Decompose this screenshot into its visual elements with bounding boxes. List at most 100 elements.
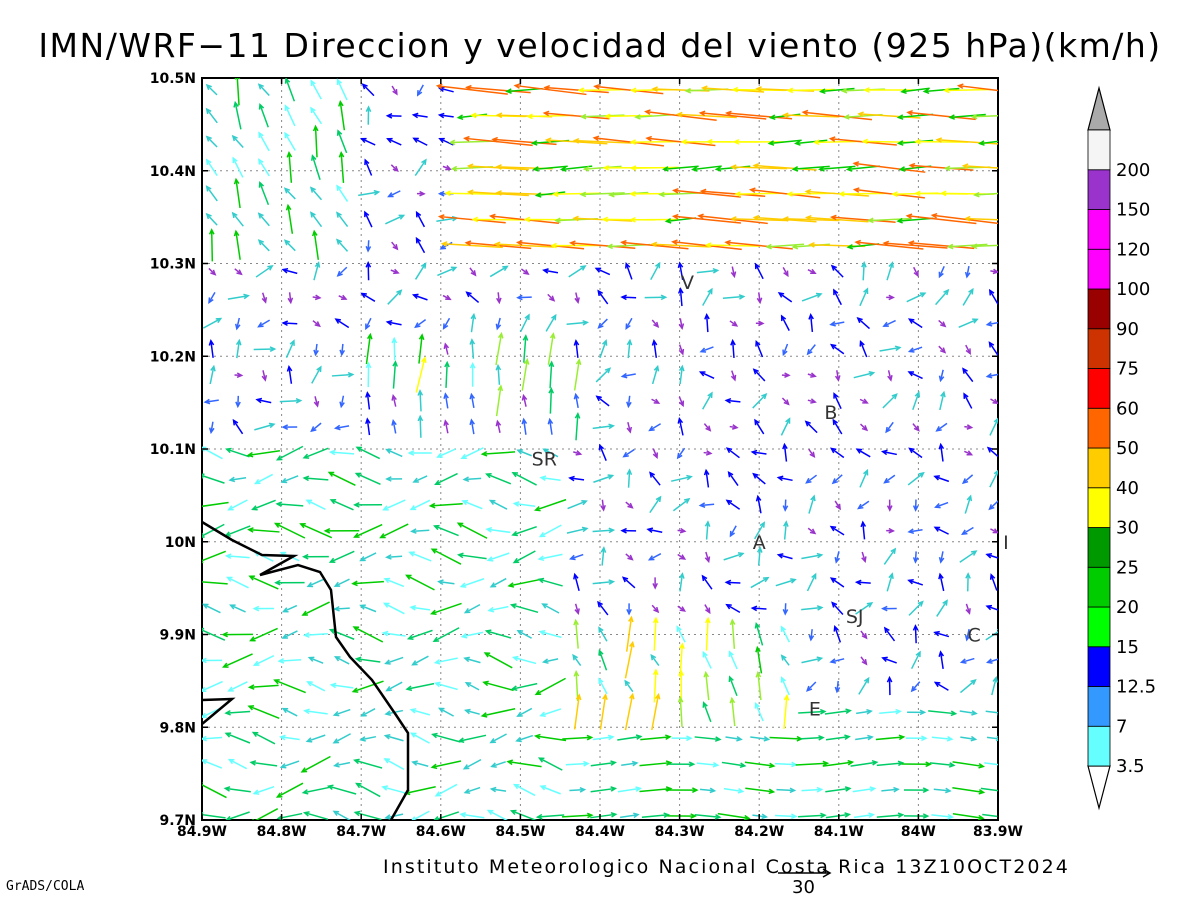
- y-axis: 9.7N 9.8N 9.9N 10N 10.1N 10.2N 10.3N 10.4N 10.5N: [150, 71, 998, 829]
- colorbar-label: 30: [1116, 518, 1139, 539]
- wind-arrow: [595, 367, 612, 383]
- wind-arrow: [703, 670, 710, 701]
- wind-arrow: [644, 294, 668, 301]
- colorbar-swatch: [1087, 686, 1111, 727]
- wind-arrow: [279, 397, 303, 404]
- wind-arrow: [309, 211, 323, 228]
- wind-arrow: [248, 575, 279, 590]
- wind-arrow: [306, 681, 326, 692]
- wind-arrow: [970, 113, 998, 120]
- wind-arrow: [725, 499, 741, 510]
- wind-arrow: [323, 527, 360, 534]
- wind-arrow: [209, 364, 216, 385]
- wind-arrow: [437, 112, 454, 119]
- wind-arrow: [461, 499, 483, 510]
- wind-arrow: [434, 783, 458, 797]
- wind-arrow: [651, 398, 661, 404]
- wind-arrow: [855, 448, 871, 458]
- wind-arrow: [227, 293, 250, 300]
- wind-arrow: [599, 339, 608, 359]
- wind-arrow: [285, 339, 295, 359]
- wind-arrow: [495, 384, 504, 417]
- wind-arrow: [416, 190, 426, 197]
- wind-arrow: [617, 786, 642, 793]
- wind-arrow: [573, 450, 583, 456]
- wind-arrow: [252, 605, 274, 612]
- wind-arrow: [620, 527, 637, 534]
- wind-arrow: [750, 605, 767, 612]
- wind-arrow: [208, 421, 215, 435]
- wind-arrow: [383, 577, 405, 588]
- wind-arrow: [621, 760, 639, 767]
- wind-arrow: [302, 811, 329, 820]
- wind-arrow: [650, 241, 711, 248]
- wind-arrow: [908, 600, 924, 616]
- wind-arrow: [860, 520, 867, 540]
- wind-arrow: [390, 164, 399, 172]
- wind-arrow: [208, 267, 217, 276]
- wind-arrow: [732, 139, 785, 145]
- wind-arrow: [704, 520, 711, 540]
- wind-arrow: [365, 391, 371, 410]
- wind-arrow: [905, 213, 977, 225]
- wind-arrow: [859, 339, 868, 358]
- wind-arrow: [561, 812, 594, 819]
- wind-arrow: [333, 656, 350, 665]
- wind-arrow: [750, 736, 771, 742]
- wind-arrow: [833, 624, 842, 643]
- wind-arrow: [801, 786, 824, 793]
- wind-arrow: [407, 450, 432, 456]
- wind-arrow: [648, 423, 661, 432]
- wind-arrow: [202, 523, 225, 538]
- wind-arrow: [780, 417, 791, 436]
- wind-arrow: [780, 676, 790, 696]
- wind-arrow: [886, 572, 894, 592]
- wind-arrow: [351, 680, 384, 693]
- wind-arrow: [227, 499, 248, 511]
- wind-arrow: [234, 78, 241, 106]
- wind-arrow: [964, 424, 974, 430]
- wind-arrow: [535, 813, 565, 820]
- wind-arrow: [801, 605, 824, 611]
- wind-arrow: [678, 318, 685, 331]
- wind-arrow: [668, 761, 696, 768]
- wind-arrow: [383, 734, 404, 742]
- wind-arrow: [620, 372, 636, 379]
- wind-arrow: [251, 731, 276, 745]
- wind-arrow: [385, 214, 406, 225]
- wind-arrow: [470, 312, 477, 333]
- wind-arrow: [830, 214, 896, 223]
- wind-arrow: [252, 808, 279, 820]
- wind-arrow: [384, 656, 404, 665]
- colorbar-label: 200: [1116, 160, 1150, 181]
- wind-arrow: [224, 709, 251, 716]
- wind-arrow: [782, 267, 789, 278]
- wind-arrow: [781, 372, 791, 379]
- wind-arrow: [985, 710, 998, 716]
- colorbar-label: 120: [1116, 239, 1150, 260]
- wind-arrow: [938, 319, 947, 328]
- wind-arrow: [959, 550, 978, 563]
- wind-arrow: [257, 83, 270, 96]
- wind-arrow: [542, 268, 559, 274]
- wind-arrow: [336, 184, 349, 202]
- wind-arrow: [365, 105, 372, 125]
- wind-arrow: [406, 629, 433, 640]
- wind-arrow: [495, 419, 502, 433]
- wind-arrow: [676, 447, 686, 460]
- wind-arrow: [804, 188, 869, 197]
- wind-arrow: [745, 787, 776, 795]
- city-label: SR: [532, 448, 557, 470]
- wind-arrow: [338, 294, 348, 300]
- wind-arrow: [807, 398, 817, 404]
- wind-arrow: [804, 420, 818, 434]
- wind-arrow: [963, 392, 973, 409]
- wind-arrow: [671, 735, 693, 742]
- wind-arrow: [933, 787, 952, 794]
- wind-arrow: [824, 708, 852, 715]
- wind-arrow: [202, 811, 226, 819]
- wind-arrow: [679, 572, 685, 592]
- wind-arrow: [285, 203, 294, 234]
- wind-arrow: [958, 318, 979, 329]
- wind-arrow: [208, 292, 216, 304]
